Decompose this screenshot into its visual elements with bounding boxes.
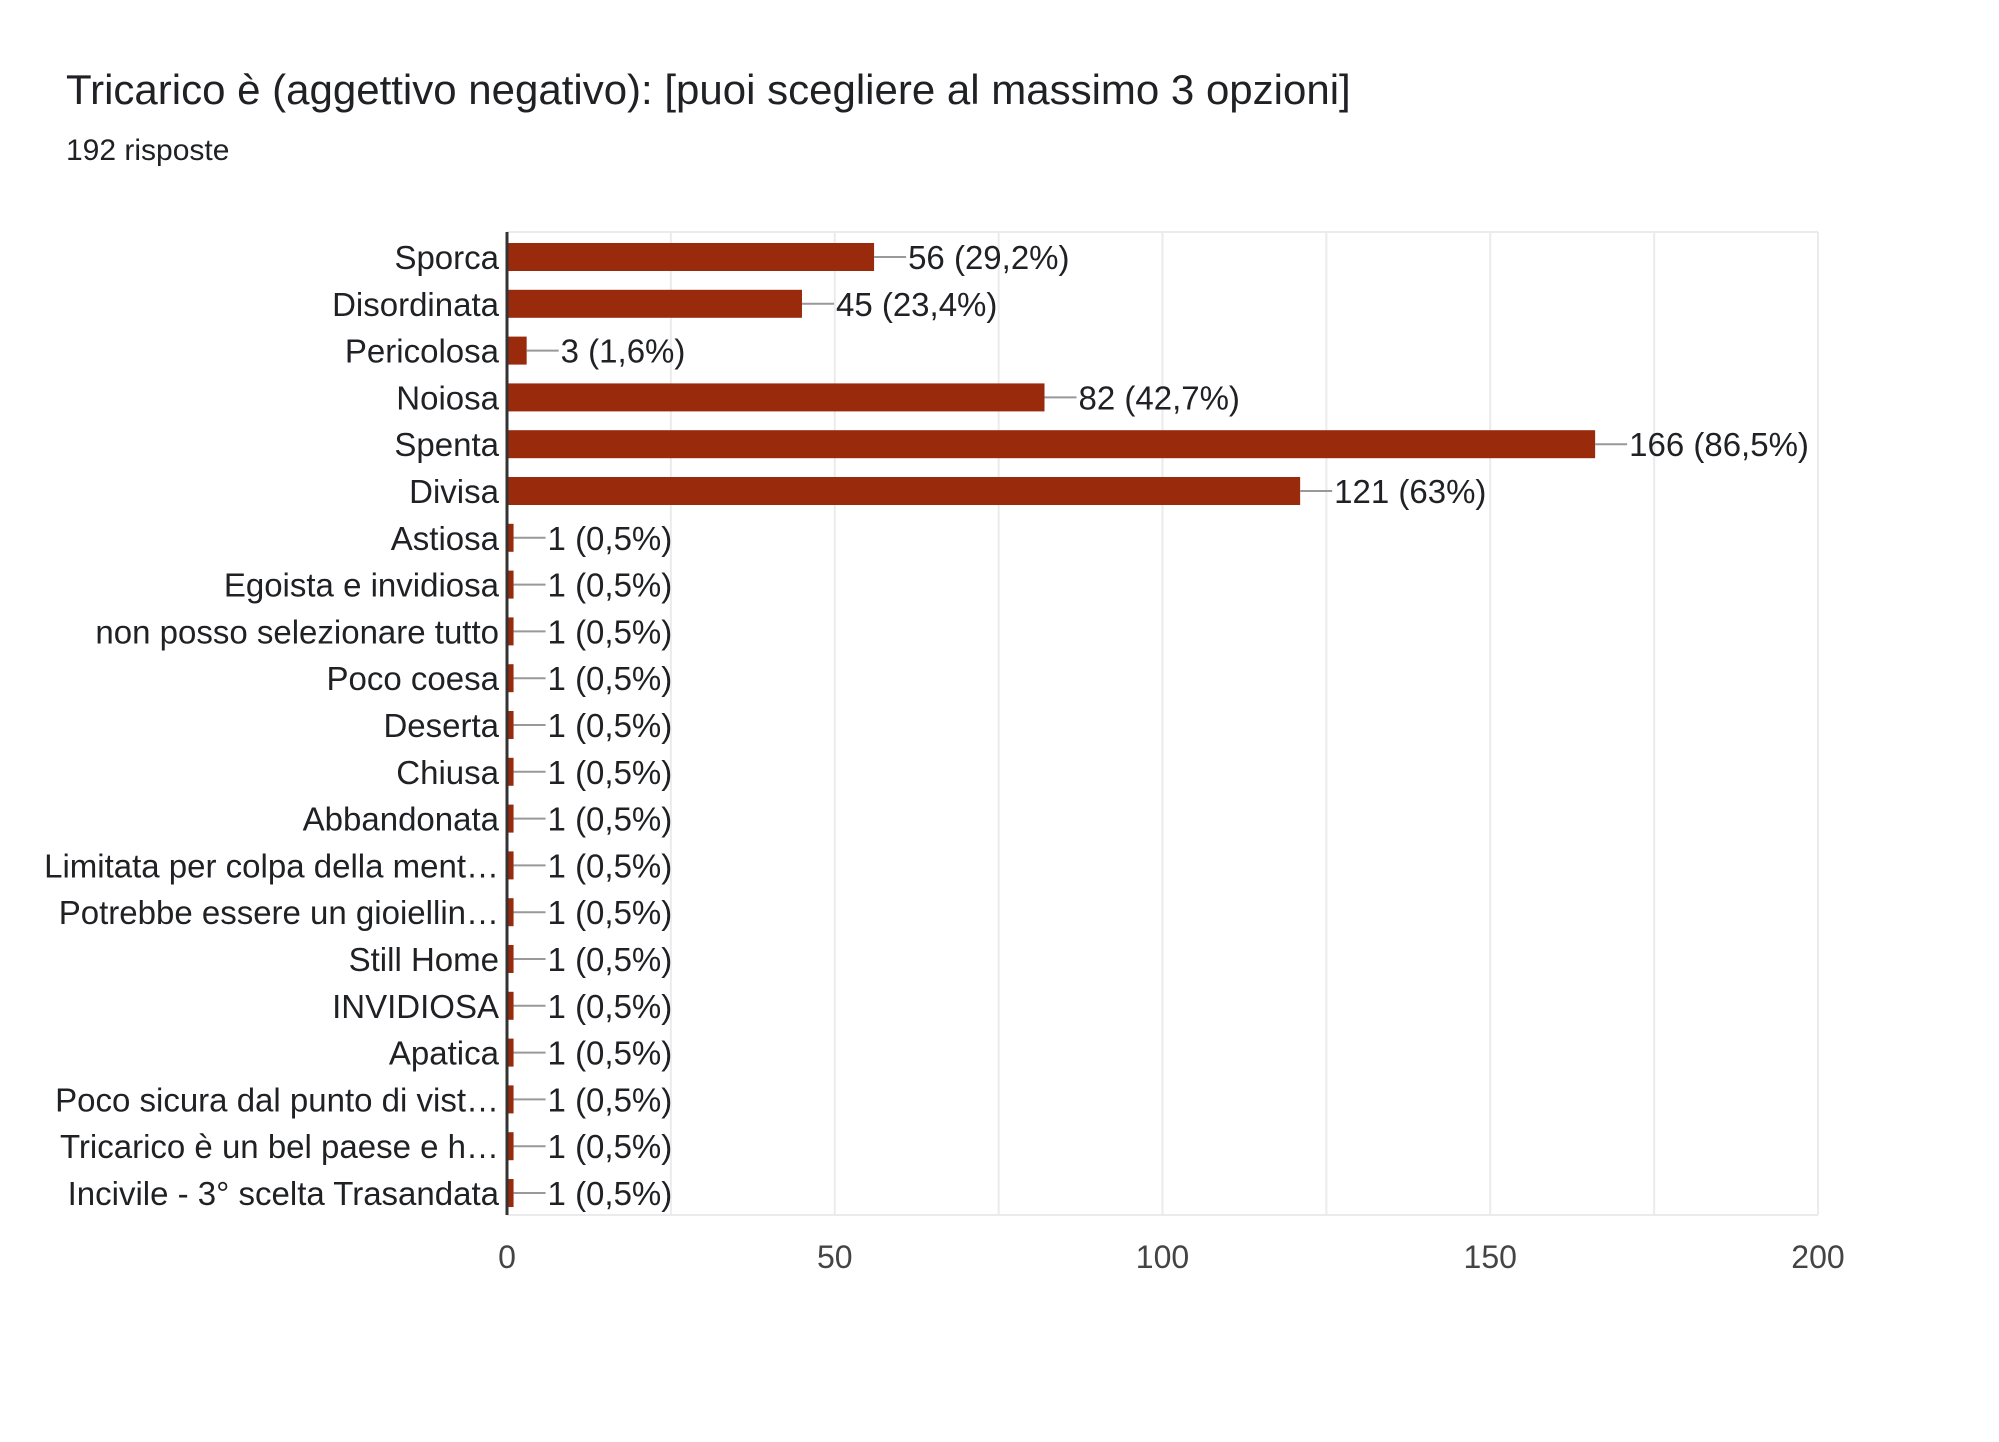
data-label: 1 (0,5%) xyxy=(548,1035,673,1072)
category-label: Potrebbe essere un gioiellin… xyxy=(59,894,499,931)
bar xyxy=(507,757,514,786)
category-label: INVIDIOSA xyxy=(332,988,499,1025)
x-tick-label: 50 xyxy=(817,1239,853,1275)
bar xyxy=(507,336,527,365)
data-label: 1 (0,5%) xyxy=(548,660,673,697)
data-label: 1 (0,5%) xyxy=(548,847,673,884)
category-label: Tricarico è un bel paese e h… xyxy=(60,1128,499,1165)
data-label: 82 (42,7%) xyxy=(1079,379,1240,416)
bar xyxy=(507,243,875,271)
category-label: Divisa xyxy=(409,473,499,510)
category-label: Astiosa xyxy=(391,520,500,557)
data-label: 1 (0,5%) xyxy=(548,520,673,557)
category-label: Poco sicura dal punto di vist… xyxy=(55,1081,499,1118)
x-tick-label: 200 xyxy=(1791,1239,1844,1275)
category-label: Incivile - 3° scelta Trasandata xyxy=(68,1175,500,1212)
labels: Sporca 56 (29,2%) Disordinata 45 (23,4%) Per… xyxy=(44,239,1809,1212)
data-label: 1 (0,5%) xyxy=(548,894,673,931)
bar xyxy=(507,1038,514,1067)
category-label: Pericolosa xyxy=(345,333,500,370)
bar xyxy=(507,991,514,1020)
data-label: 1 (0,5%) xyxy=(548,941,673,978)
data-label: 166 (86,5%) xyxy=(1629,426,1809,463)
data-label: 1 (0,5%) xyxy=(548,567,673,604)
bars xyxy=(507,243,1596,1207)
chart-title: Tricarico è (aggettivo negativo): [puoi … xyxy=(66,66,1351,113)
category-label: Disordinata xyxy=(332,286,500,323)
axis: 0 50 100 150 200 xyxy=(498,232,1845,1275)
x-tick-label: 100 xyxy=(1136,1239,1189,1275)
bar xyxy=(507,851,514,880)
category-label: non posso selezionare tutto xyxy=(95,613,499,650)
bar xyxy=(507,383,1045,412)
data-label: 1 (0,5%) xyxy=(548,1081,673,1118)
bar xyxy=(507,523,514,552)
bar xyxy=(507,1085,514,1114)
category-label: Apatica xyxy=(389,1035,500,1072)
bar xyxy=(507,945,514,973)
bar xyxy=(507,804,514,833)
grid-lines xyxy=(507,231,1819,1216)
data-label: 1 (0,5%) xyxy=(548,754,673,791)
data-label: 45 (23,4%) xyxy=(836,286,997,323)
data-label: 1 (0,5%) xyxy=(548,988,673,1025)
category-label: Limitata per colpa della ment… xyxy=(44,847,499,884)
category-label: Noiosa xyxy=(396,379,499,416)
bar xyxy=(507,570,514,599)
bar xyxy=(507,898,514,927)
data-label: 1 (0,5%) xyxy=(548,1175,673,1212)
bar xyxy=(507,1179,514,1207)
data-label: 1 (0,5%) xyxy=(548,801,673,838)
bar xyxy=(507,430,1596,459)
category-label: Poco coesa xyxy=(327,660,500,697)
category-label: Abbandonata xyxy=(303,801,500,838)
category-label: Egoista e invidiosa xyxy=(224,567,500,604)
response-count: 192 risposte xyxy=(66,134,230,167)
data-label: 56 (29,2%) xyxy=(908,239,1069,276)
data-label: 1 (0,5%) xyxy=(548,613,673,650)
category-label: Sporca xyxy=(394,239,499,276)
bar xyxy=(507,477,1301,505)
data-label: 3 (1,6%) xyxy=(561,333,686,370)
data-label: 1 (0,5%) xyxy=(548,1128,673,1165)
category-label: Spenta xyxy=(394,426,499,463)
bar xyxy=(507,617,514,646)
x-tick-label: 150 xyxy=(1464,1239,1517,1275)
category-label: Deserta xyxy=(383,707,499,744)
bar xyxy=(507,711,514,739)
category-label: Still Home xyxy=(349,941,499,978)
bar xyxy=(507,289,802,318)
bar xyxy=(507,1132,514,1161)
data-label: 121 (63%) xyxy=(1334,473,1486,510)
bar xyxy=(507,664,514,693)
x-tick-label: 0 xyxy=(498,1239,516,1275)
data-label: 1 (0,5%) xyxy=(548,707,673,744)
category-label: Chiusa xyxy=(396,754,499,791)
